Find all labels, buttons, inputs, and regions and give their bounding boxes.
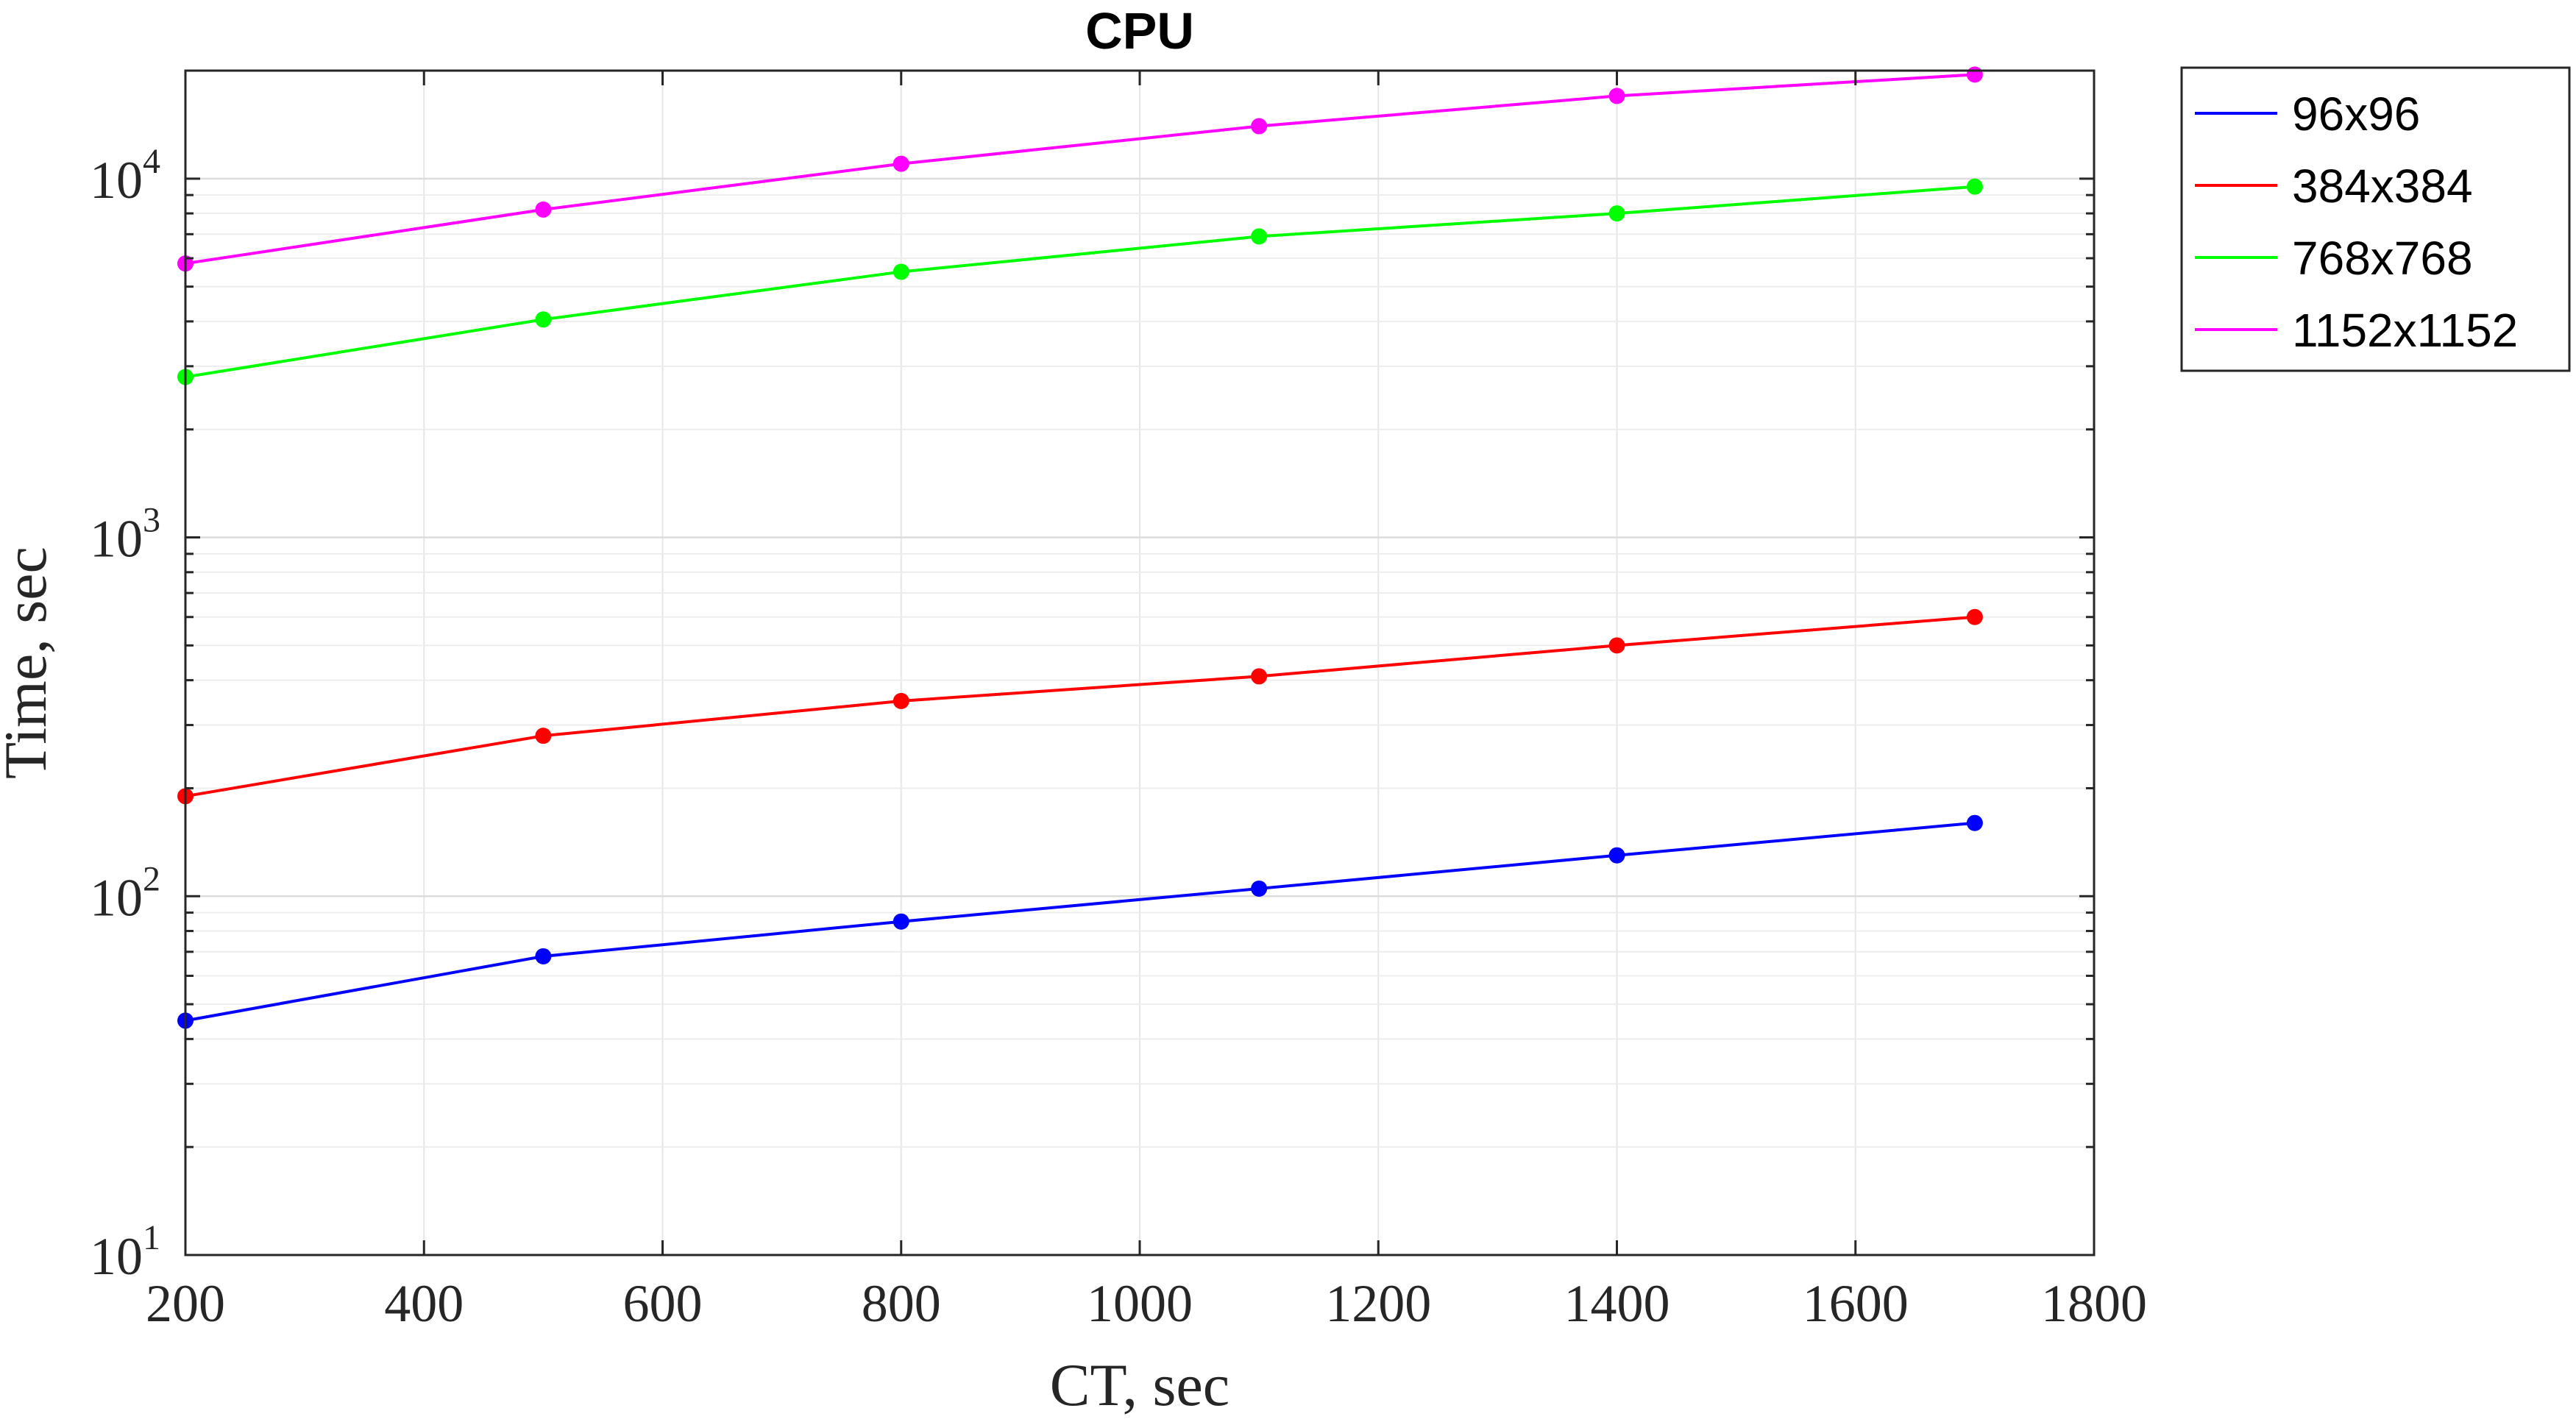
x-axis-label: CT, sec (1050, 1351, 1230, 1418)
x-tick-label: 1200 (1325, 1274, 1431, 1333)
data-point (535, 201, 552, 218)
y-tick-exponent: 4 (143, 142, 160, 181)
x-tick-label: 600 (623, 1274, 703, 1333)
y-tick-exponent: 1 (143, 1218, 160, 1257)
legend-item: 1152x1152 (2195, 304, 2518, 357)
legend-label: 384x384 (2292, 160, 2473, 213)
series-line (185, 821, 1976, 1023)
data-point (1966, 814, 1983, 831)
data-point (893, 155, 909, 172)
y-tick-exponent: 2 (143, 859, 160, 898)
data-point (1608, 637, 1625, 654)
y-tick-label: 102 (90, 859, 160, 927)
series-96x96 (177, 814, 1983, 1029)
series-384x384 (177, 608, 1983, 805)
data-point (1966, 608, 1983, 625)
x-tick-label: 1400 (1564, 1274, 1670, 1333)
data-point (1251, 668, 1268, 685)
legend-box (2180, 66, 2571, 372)
y-tick-base: 10 (90, 151, 143, 210)
x-tick-label: 200 (146, 1274, 225, 1333)
x-tick-label: 1000 (1087, 1274, 1193, 1333)
legend-label: 96x96 (2292, 88, 2420, 141)
y-tick-label: 101 (90, 1218, 160, 1286)
legend-item: 384x384 (2195, 160, 2473, 213)
y-tick-label: 104 (90, 142, 160, 210)
chart-title: CPU (1085, 2, 1194, 60)
series-line (185, 185, 1976, 379)
series-line (185, 73, 1975, 266)
legend: 96x96 384x384 768x768 1152x1152 (2180, 66, 2571, 372)
data-point (1966, 66, 1983, 83)
data-point (535, 948, 552, 964)
legend-label: 1152x1152 (2292, 304, 2518, 357)
data-point (1966, 178, 1983, 195)
legend-item: 96x96 (2195, 88, 2420, 141)
y-axis-label: Time, sec (0, 547, 59, 779)
data-point (1608, 205, 1625, 222)
data-point (1608, 88, 1625, 104)
y-tick-base: 10 (90, 1227, 143, 1286)
y-tick-base: 10 (90, 868, 143, 927)
data-point (1251, 118, 1268, 135)
legend-label: 768x768 (2292, 232, 2473, 285)
y-tick-label: 103 (90, 501, 160, 569)
y-tick-exponent: 3 (143, 501, 160, 540)
data-point (535, 728, 552, 744)
x-tick-label: 800 (862, 1274, 941, 1333)
data-point (893, 692, 909, 709)
x-tick-label: 1600 (1803, 1274, 1909, 1333)
data-point (535, 311, 552, 328)
series-line (185, 615, 1976, 798)
x-axis-ticks: 200 400 600 800 1000 1200 1400 1600 1800 (146, 71, 2147, 1333)
data-point (1251, 228, 1268, 245)
legend-item: 768x768 (2195, 232, 2473, 285)
series-layer (177, 66, 1983, 1029)
data-point (1251, 880, 1268, 897)
data-point (893, 913, 909, 930)
data-point (1608, 847, 1625, 864)
data-point (893, 263, 909, 280)
x-tick-label: 400 (384, 1274, 464, 1333)
y-tick-base: 10 (90, 510, 143, 569)
x-tick-label: 1800 (2041, 1274, 2147, 1333)
